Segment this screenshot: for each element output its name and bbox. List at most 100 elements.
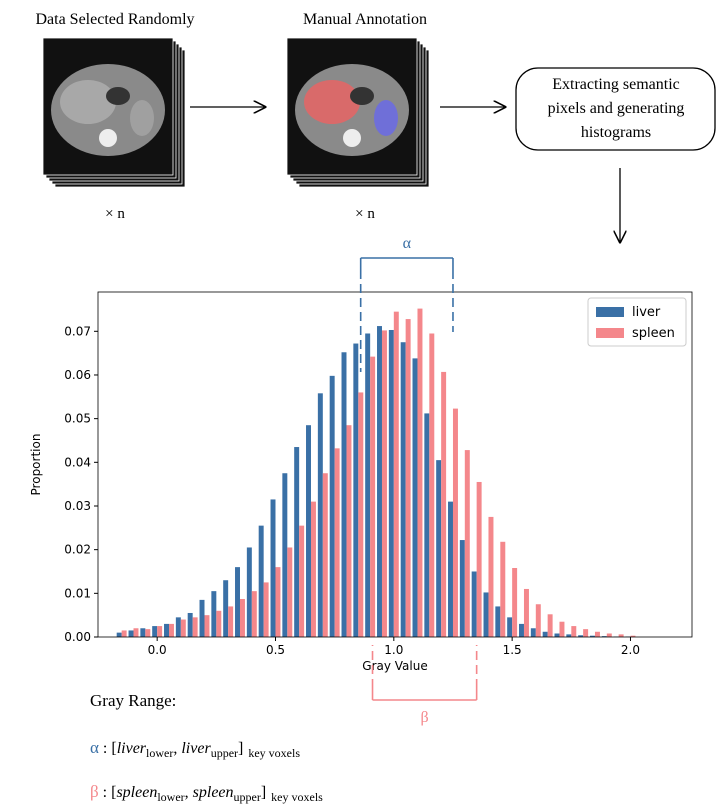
gray-range-part: ] [238,740,243,757]
bar [235,567,240,637]
ct-spine [99,129,117,147]
bar [346,425,351,637]
bar [595,632,600,637]
ct-organ [106,87,130,105]
y-tick-label: 0.06 [64,368,91,382]
ct-organ [374,100,398,136]
bar [140,628,145,637]
bar [117,633,122,637]
bar [370,357,375,637]
gray-range-part: : [ [99,784,117,801]
y-tick-label: 0.03 [64,499,91,513]
bar [559,622,564,637]
bar [607,634,612,637]
y-tick-label: 0.00 [64,630,91,644]
legend-label: spleen [632,326,675,341]
gray-range-part: β [90,782,99,801]
bar [129,630,134,637]
bar [571,626,576,637]
bar [453,409,458,637]
bar [323,473,328,637]
bar [507,617,512,637]
bar [555,634,560,637]
gray-range-part: upper [234,790,261,804]
bar [223,580,228,637]
bar [204,615,209,637]
legend-swatch [596,307,624,317]
bar [358,392,363,637]
bar [330,376,335,637]
bar [264,582,269,637]
bar [287,547,292,637]
bar [495,606,500,637]
bar [342,352,347,637]
bar [169,624,174,637]
bar [122,630,127,637]
gray-range-part: liver [181,740,211,757]
gray-range-part: spleen [116,784,157,801]
y-tick-label: 0.07 [64,324,91,338]
bar [448,502,453,637]
ct-organ [60,80,116,124]
gray-range-part: liver [117,740,147,757]
bar [157,626,162,637]
bar [216,611,221,637]
bar [531,628,536,637]
bar [271,499,276,637]
y-tick-label: 0.04 [64,455,91,469]
gray-range-part: lower [157,790,184,804]
bracket-label: β [421,709,429,726]
gray-range-part: ] [261,784,266,801]
gray-range-part: key voxels [248,746,300,760]
count-label: × n [105,206,125,222]
bar [228,606,233,637]
bar [133,628,138,637]
y-axis-label: Proportion [29,434,43,496]
bar [335,448,340,637]
bar [460,540,465,637]
gray-range-part: α [90,738,99,757]
x-tick-label: 2.0 [621,643,640,657]
bar [353,344,358,637]
gray-range-part: lower [146,746,173,760]
bar [406,319,411,637]
bar [524,589,529,637]
bar [200,600,205,637]
bar [401,342,406,637]
bar [417,309,422,637]
x-tick-label: 1.5 [503,643,522,657]
bar [413,358,418,637]
ct-organ [304,80,360,124]
bar [477,482,482,637]
bar [548,614,553,637]
bar [500,542,505,637]
gray-range-part: upper [211,746,238,760]
legend-swatch [596,328,624,338]
bar [282,473,287,637]
bar [247,547,252,637]
bar [299,526,304,637]
bar [424,413,429,637]
gray-range-line: β : [spleenlower, spleenupper]key voxels [90,782,323,804]
box-label: pixels and generating [548,100,685,117]
x-tick-label: 0.5 [266,643,285,657]
y-tick-label: 0.02 [64,543,91,557]
bar [436,460,441,637]
bar [488,517,493,637]
bar [536,604,541,637]
bar [365,333,370,637]
bar [164,624,169,637]
bar [240,599,245,637]
bar [311,502,316,637]
y-tick-label: 0.01 [64,586,91,600]
bar [275,567,280,637]
bar [318,393,323,637]
bar [145,629,150,637]
gray-range-part: key voxels [271,790,323,804]
bar [259,526,264,637]
bar [377,326,382,637]
bar [193,617,198,637]
bracket-label: α [403,235,412,252]
bar [306,425,311,637]
step-label: Data Selected Randomly [35,11,194,28]
